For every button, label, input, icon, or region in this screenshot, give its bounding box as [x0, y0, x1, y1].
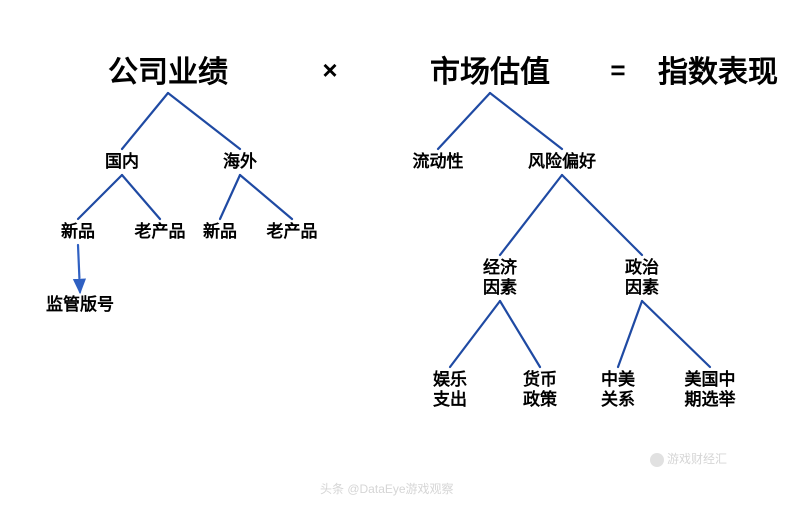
- tree-edge: [450, 301, 500, 367]
- tree-edge: [500, 301, 540, 367]
- tree-node: 指数表现: [658, 56, 778, 91]
- tree-edge: [438, 93, 490, 149]
- tree-node: 公司业绩: [108, 56, 228, 91]
- tree-node: 国内: [105, 152, 139, 172]
- tree-node: 老产品: [135, 222, 186, 242]
- tree-node: =: [610, 56, 625, 86]
- tree-node: 娱乐支出: [433, 370, 467, 409]
- tree-node: 新品: [61, 222, 95, 242]
- watermark-source: 头条 @DataEye游戏观察: [320, 480, 454, 497]
- tree-node: 老产品: [267, 222, 318, 242]
- tree-node: ×: [322, 56, 337, 86]
- tree-node: 经济因素: [483, 258, 517, 297]
- tree-edge: [642, 301, 710, 367]
- tree-edge: [122, 175, 160, 219]
- tree-node: 货币政策: [523, 370, 557, 409]
- tree-edge: [78, 245, 80, 292]
- tree-node: 监管版号: [46, 295, 114, 315]
- tree-edge: [220, 175, 240, 219]
- wechat-icon: [650, 453, 664, 467]
- tree-node: 美国中期选举: [685, 370, 736, 409]
- tree-node: 流动性: [413, 152, 464, 172]
- tree-edge: [490, 93, 562, 149]
- tree-node: 政治因素: [625, 258, 659, 297]
- tree-edge: [168, 93, 240, 149]
- tree-edge: [562, 175, 642, 255]
- tree-edge: [122, 93, 168, 149]
- tree-edge: [78, 175, 122, 219]
- tree-edge: [618, 301, 642, 367]
- tree-node: 市场估值: [430, 56, 550, 91]
- tree-edge: [240, 175, 292, 219]
- tree-node: 中美关系: [601, 370, 635, 409]
- tree-node: 风险偏好: [528, 152, 596, 172]
- watermark-wechat: 游戏财经汇: [650, 450, 727, 467]
- tree-edge: [500, 175, 562, 255]
- tree-node: 新品: [203, 222, 237, 242]
- tree-node: 海外: [223, 152, 257, 172]
